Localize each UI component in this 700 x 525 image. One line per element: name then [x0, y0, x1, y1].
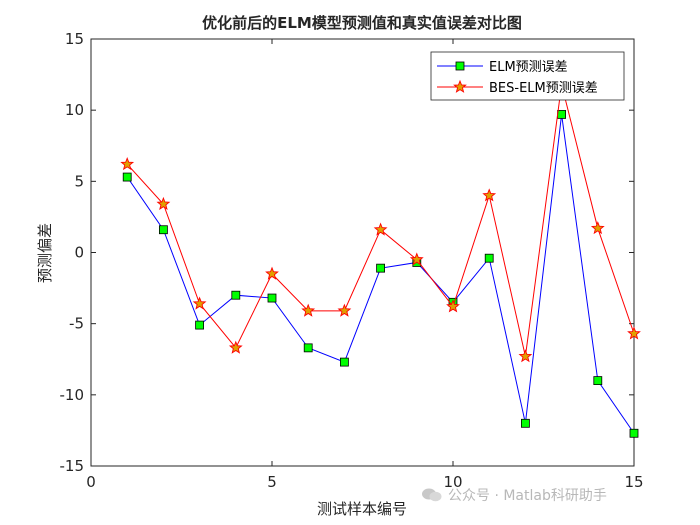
watermark: 公众号 · Matlab科研助手 [422, 485, 607, 505]
data-point [120, 157, 135, 171]
data-point [267, 293, 277, 303]
legend-marker [455, 61, 465, 71]
data-point [301, 303, 316, 317]
legend-marker [453, 79, 467, 93]
data-point [627, 326, 641, 340]
y-tick-label: 10 [65, 101, 84, 119]
data-point [593, 376, 603, 386]
y-tick-label: 0 [74, 244, 84, 262]
axis-ticks: 0 5 10 15 -15 -10 -5 0 5 10 15 [60, 30, 644, 491]
y-tick-label: -5 [69, 315, 84, 333]
wechat-icon [422, 488, 442, 502]
y-tick-label: 15 [65, 30, 84, 48]
data-point [590, 221, 605, 235]
data-point [557, 110, 566, 119]
y-tick-label: 5 [74, 172, 84, 190]
data-point [339, 357, 349, 367]
data-point [228, 340, 243, 354]
x-tick-label: 5 [267, 473, 277, 491]
data-point [373, 222, 388, 236]
x-tick-label: 0 [86, 473, 96, 491]
data-point [231, 290, 241, 300]
x-tick-label: 15 [624, 473, 643, 491]
x-axis-title: 测试样本编号 [317, 500, 407, 518]
y-tick-label: -10 [60, 386, 85, 404]
data-point [156, 196, 171, 210]
y-axis-title: 预测偏差 [36, 223, 54, 283]
data-point [303, 343, 313, 353]
chart-title: 优化前后的ELM模型预测值和真实值误差对比图 [202, 14, 522, 32]
watermark-text: 公众号 · Matlab科研助手 [448, 488, 607, 504]
data-point [446, 299, 460, 313]
data-point [629, 428, 639, 438]
data-point [337, 303, 352, 317]
data-point [122, 172, 132, 182]
legend-label: ELM预测误差 [489, 60, 568, 75]
legend-label: BES-ELM预测误差 [489, 81, 598, 96]
data-point [376, 263, 386, 273]
data-point [265, 266, 279, 280]
data-point [482, 188, 497, 202]
data-point [409, 252, 424, 266]
legend: ELM预测误差 BES-ELM预测误差 [430, 51, 625, 101]
y-tick-label: -15 [60, 457, 85, 475]
data-point [192, 296, 207, 310]
data-point [521, 418, 530, 428]
x-tick-label: 10 [443, 473, 462, 491]
data-point [484, 253, 494, 263]
data-point [518, 349, 533, 363]
data-point [195, 320, 205, 330]
data-point [158, 225, 168, 235]
